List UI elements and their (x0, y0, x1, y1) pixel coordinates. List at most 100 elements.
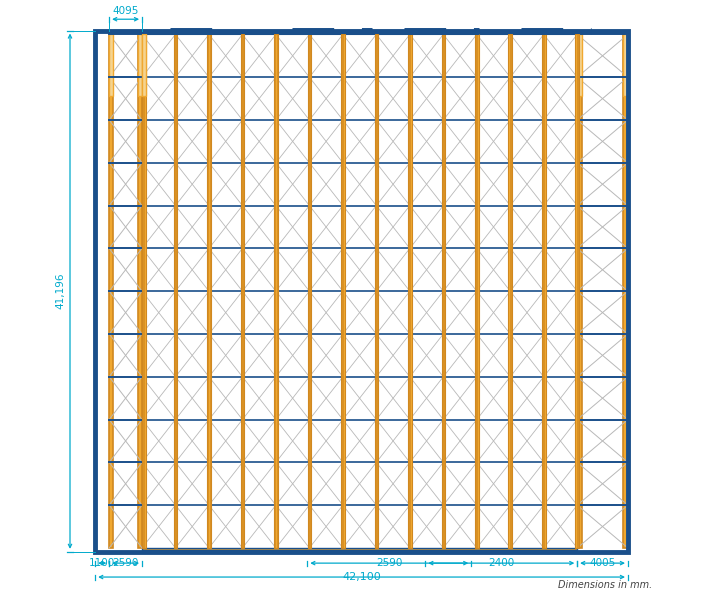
Bar (176, 291, 209, 334)
Bar (96, 30, 628, 552)
Bar (142, 163, 176, 206)
Bar (343, 334, 377, 377)
Bar (142, 35, 146, 96)
Bar (410, 334, 443, 377)
Bar (142, 291, 176, 334)
Text: 2400: 2400 (489, 558, 515, 568)
Bar (142, 35, 146, 548)
Bar (276, 248, 309, 291)
Bar (309, 334, 343, 377)
Bar (476, 419, 510, 462)
Bar (309, 291, 343, 334)
Bar (577, 206, 628, 248)
Bar (623, 35, 628, 96)
Bar (577, 419, 628, 462)
Bar (343, 163, 377, 206)
Bar (410, 35, 443, 77)
Bar (242, 35, 276, 77)
Bar (443, 462, 476, 505)
Bar (476, 206, 510, 248)
Bar (510, 77, 544, 120)
Bar (576, 35, 579, 548)
Bar (109, 206, 142, 248)
Bar (577, 505, 628, 548)
Bar (309, 35, 343, 77)
Bar (476, 248, 510, 291)
Bar (343, 419, 377, 462)
Bar (242, 77, 276, 120)
Bar (443, 163, 476, 206)
Bar (544, 377, 577, 419)
Bar (209, 291, 242, 334)
Bar (476, 334, 510, 377)
Bar (544, 248, 577, 291)
Bar (544, 419, 577, 462)
Text: 42,100: 42,100 (342, 572, 381, 582)
Bar (142, 334, 176, 377)
Bar (109, 35, 113, 96)
Bar (544, 35, 577, 77)
Bar (276, 35, 309, 77)
Bar (410, 248, 443, 291)
Bar (176, 77, 209, 120)
Bar (443, 120, 476, 163)
Bar (443, 377, 476, 419)
Bar (276, 419, 309, 462)
Bar (577, 35, 582, 548)
Bar (510, 120, 544, 163)
Bar (408, 35, 411, 548)
Bar (109, 248, 142, 291)
Bar (508, 35, 512, 548)
Bar (142, 120, 176, 163)
Bar (343, 120, 377, 163)
Bar (241, 35, 244, 548)
Bar (377, 377, 410, 419)
Bar (276, 505, 309, 548)
Bar (276, 77, 309, 120)
Bar (276, 334, 309, 377)
Bar (207, 35, 211, 548)
Bar (476, 377, 510, 419)
Bar (109, 35, 142, 77)
Bar (510, 206, 544, 248)
Bar (544, 206, 577, 248)
Bar (577, 163, 628, 206)
Bar (309, 248, 343, 291)
Bar (309, 505, 343, 548)
Bar (410, 419, 443, 462)
Bar (176, 419, 209, 462)
Bar (209, 35, 242, 77)
Bar (142, 248, 176, 291)
Bar (276, 120, 309, 163)
Bar (176, 377, 209, 419)
Bar (377, 462, 410, 505)
Bar (242, 419, 276, 462)
Bar (242, 163, 276, 206)
Bar (544, 291, 577, 334)
Bar (510, 334, 544, 377)
Bar (443, 505, 476, 548)
Bar (343, 206, 377, 248)
Bar (309, 163, 343, 206)
Bar (209, 248, 242, 291)
Bar (410, 505, 443, 548)
Bar (109, 462, 142, 505)
Bar (577, 291, 628, 334)
Bar (109, 163, 142, 206)
Bar (544, 334, 577, 377)
Bar (343, 291, 377, 334)
Bar (410, 377, 443, 419)
Bar (142, 419, 176, 462)
Bar (209, 120, 242, 163)
Bar (377, 419, 410, 462)
Bar (510, 248, 544, 291)
Bar (443, 206, 476, 248)
Bar (209, 377, 242, 419)
Bar (443, 291, 476, 334)
Bar (142, 77, 176, 120)
Bar (577, 35, 628, 77)
Bar (377, 77, 410, 120)
Bar (309, 120, 343, 163)
Bar (109, 377, 142, 419)
Bar (343, 462, 377, 505)
